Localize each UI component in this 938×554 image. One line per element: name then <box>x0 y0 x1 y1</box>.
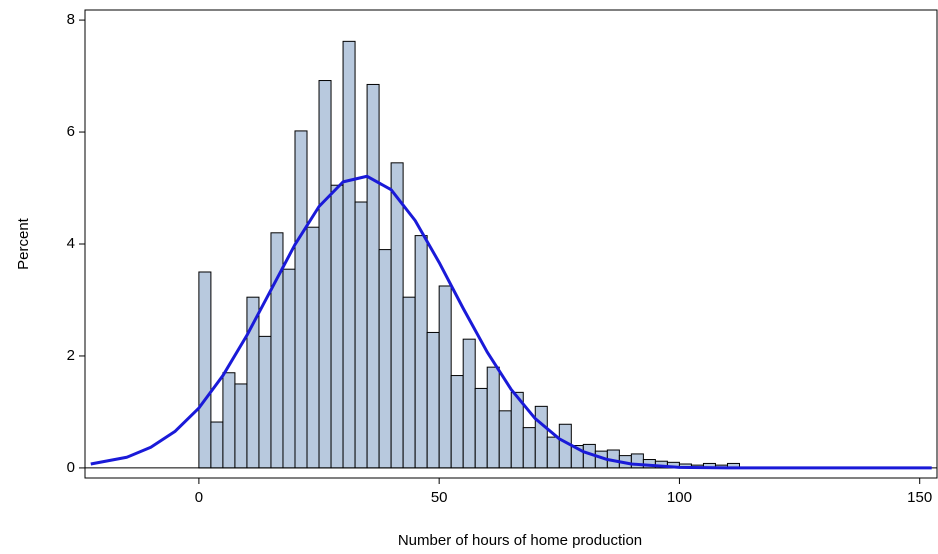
density-curve <box>90 174 932 470</box>
y-tick-label: 6 <box>67 123 75 140</box>
bar <box>438 285 452 469</box>
bar <box>222 372 236 469</box>
bar <box>498 410 512 469</box>
bar <box>534 405 548 469</box>
bar <box>306 226 320 469</box>
bar <box>486 366 500 469</box>
bar <box>318 80 332 469</box>
y-tick-label: 0 <box>67 459 75 476</box>
bar <box>210 421 224 469</box>
bar <box>330 184 344 469</box>
x-tick-label: 150 <box>907 489 932 506</box>
x-tick-label: 100 <box>667 489 692 506</box>
bar <box>378 249 392 469</box>
bar <box>474 387 488 469</box>
bar <box>282 268 296 469</box>
bar <box>366 83 380 469</box>
bar <box>258 335 272 469</box>
x-tick-label: 0 <box>195 489 203 506</box>
bar <box>234 383 248 469</box>
bar <box>198 271 212 469</box>
bar <box>558 423 572 469</box>
y-tick-label: 2 <box>67 347 75 364</box>
y-tick-label: 8 <box>67 11 75 28</box>
bar <box>450 375 464 469</box>
bar <box>294 130 308 469</box>
bar <box>390 162 404 469</box>
bar <box>414 235 428 469</box>
bar <box>546 436 560 469</box>
bar <box>354 201 368 469</box>
bar <box>342 40 356 469</box>
bar <box>426 331 440 469</box>
x-tick-label: 50 <box>431 489 448 506</box>
bar <box>522 427 536 469</box>
y-axis-label: Percent <box>15 217 32 270</box>
x-axis-label: Number of hours of home production <box>398 532 642 549</box>
bar <box>462 338 476 469</box>
y-tick-label: 4 <box>67 235 75 252</box>
bar <box>402 296 416 469</box>
